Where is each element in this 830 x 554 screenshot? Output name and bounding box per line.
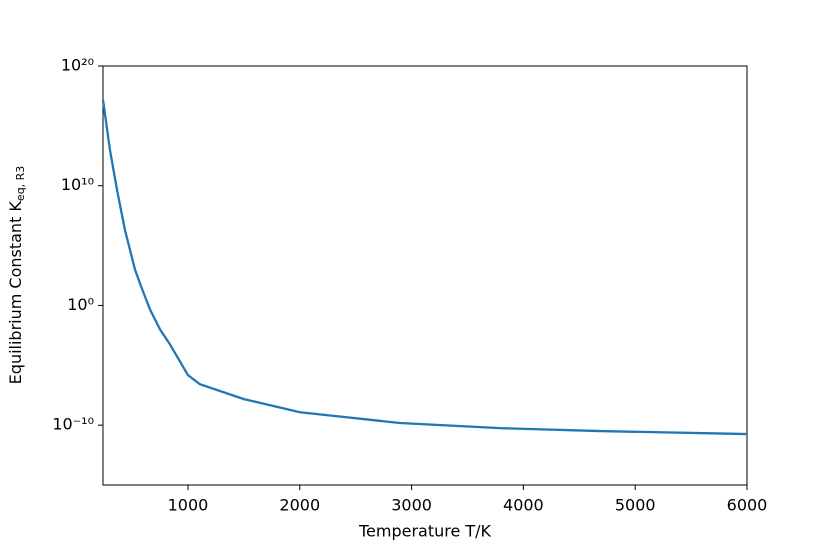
- plot-frame: [102, 65, 748, 486]
- line-series: [101, 99, 748, 436]
- x-tick-label: 6000: [727, 496, 768, 515]
- y-axis-label-main: Equilibrium Constant K: [6, 201, 25, 385]
- x-tick-label: 2000: [279, 496, 320, 515]
- x-tick-label: 4000: [503, 496, 544, 515]
- y-tick-label: 10⁻¹⁰: [52, 415, 94, 434]
- y-tick-label: 10²⁰: [61, 56, 94, 75]
- x-tick-label: 5000: [615, 496, 656, 515]
- y-tick-label: 10⁰: [67, 295, 94, 314]
- y-tick-label: 10¹⁰: [61, 175, 94, 194]
- x-tick-label: 3000: [391, 496, 432, 515]
- y-axis-label-sub: eq, R3: [14, 166, 27, 201]
- x-tick-label: 1000: [168, 496, 209, 515]
- x-axis-label: Temperature T/K: [358, 522, 492, 541]
- y-axis-label: Equilibrium Constant Keq, R3: [6, 166, 28, 385]
